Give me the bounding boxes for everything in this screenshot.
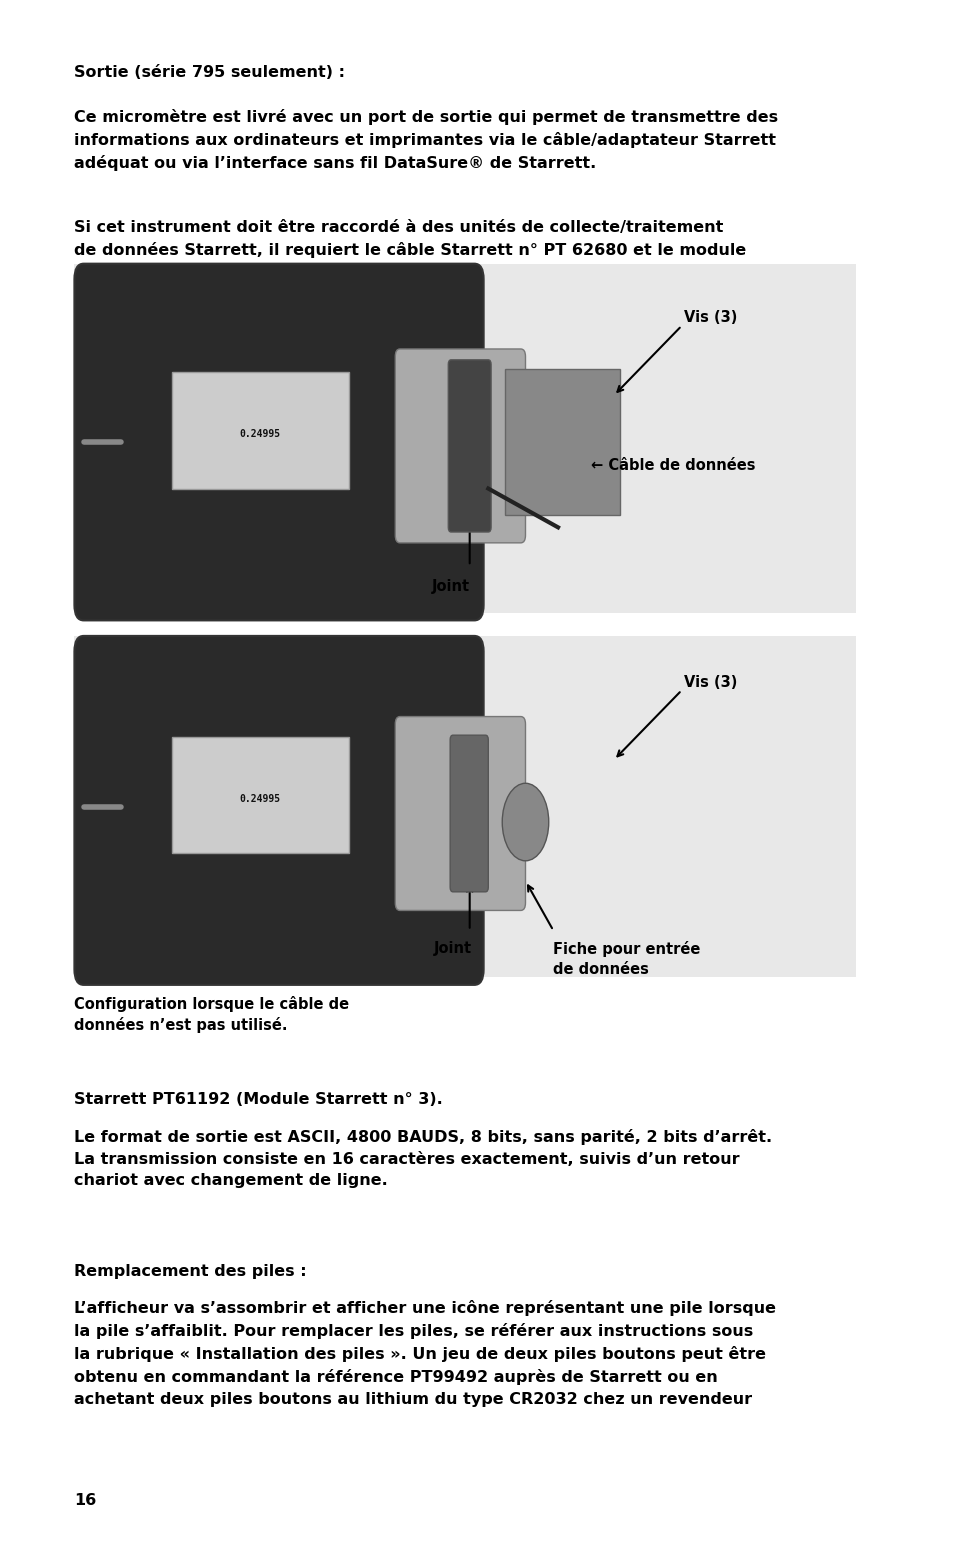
Text: Remplacement des piles :: Remplacement des piles :: [74, 1264, 307, 1280]
Text: 0.24995: 0.24995: [239, 794, 281, 803]
Text: Vis (3): Vis (3): [683, 310, 737, 326]
FancyBboxPatch shape: [74, 264, 855, 613]
Text: ← Câble de données: ← Câble de données: [590, 458, 755, 473]
Text: Vis (3): Vis (3): [683, 675, 737, 690]
FancyBboxPatch shape: [450, 735, 488, 892]
Text: Le format de sortie est ASCII, 4800 BAUDS, 8 bits, sans parité, 2 bits d’arrêt.
: Le format de sortie est ASCII, 4800 BAUD…: [74, 1129, 772, 1188]
Text: L’afficheur va s’assombrir et afficher une icône représentant une pile lorsque
l: L’afficheur va s’assombrir et afficher u…: [74, 1300, 776, 1407]
FancyBboxPatch shape: [172, 372, 349, 489]
Text: Joint: Joint: [434, 941, 472, 957]
Text: Joint: Joint: [432, 579, 470, 594]
FancyBboxPatch shape: [74, 636, 855, 977]
Text: Sortie (série 795 seulement) :: Sortie (série 795 seulement) :: [74, 65, 345, 81]
Text: Starrett PT61192 (Module Starrett n° 3).: Starrett PT61192 (Module Starrett n° 3).: [74, 1092, 443, 1107]
FancyBboxPatch shape: [74, 264, 483, 620]
Text: 0.24995: 0.24995: [239, 430, 281, 439]
FancyBboxPatch shape: [395, 717, 525, 910]
Text: Si cet instrument doit être raccordé à des unités de collecte/traitement
de donn: Si cet instrument doit être raccordé à d…: [74, 220, 746, 259]
FancyBboxPatch shape: [172, 737, 349, 853]
Circle shape: [501, 783, 548, 861]
FancyBboxPatch shape: [504, 369, 619, 515]
FancyBboxPatch shape: [448, 360, 491, 532]
FancyBboxPatch shape: [74, 636, 483, 985]
Text: Configuration lorsque le câble de
données n’est pas utilisé.: Configuration lorsque le câble de donnée…: [74, 996, 349, 1033]
Text: Fiche pour entrée
de données: Fiche pour entrée de données: [553, 941, 700, 977]
FancyBboxPatch shape: [395, 349, 525, 543]
Text: 16: 16: [74, 1492, 96, 1508]
Text: Ce micromètre est livré avec un port de sortie qui permet de transmettre des
inf: Ce micromètre est livré avec un port de …: [74, 109, 778, 171]
